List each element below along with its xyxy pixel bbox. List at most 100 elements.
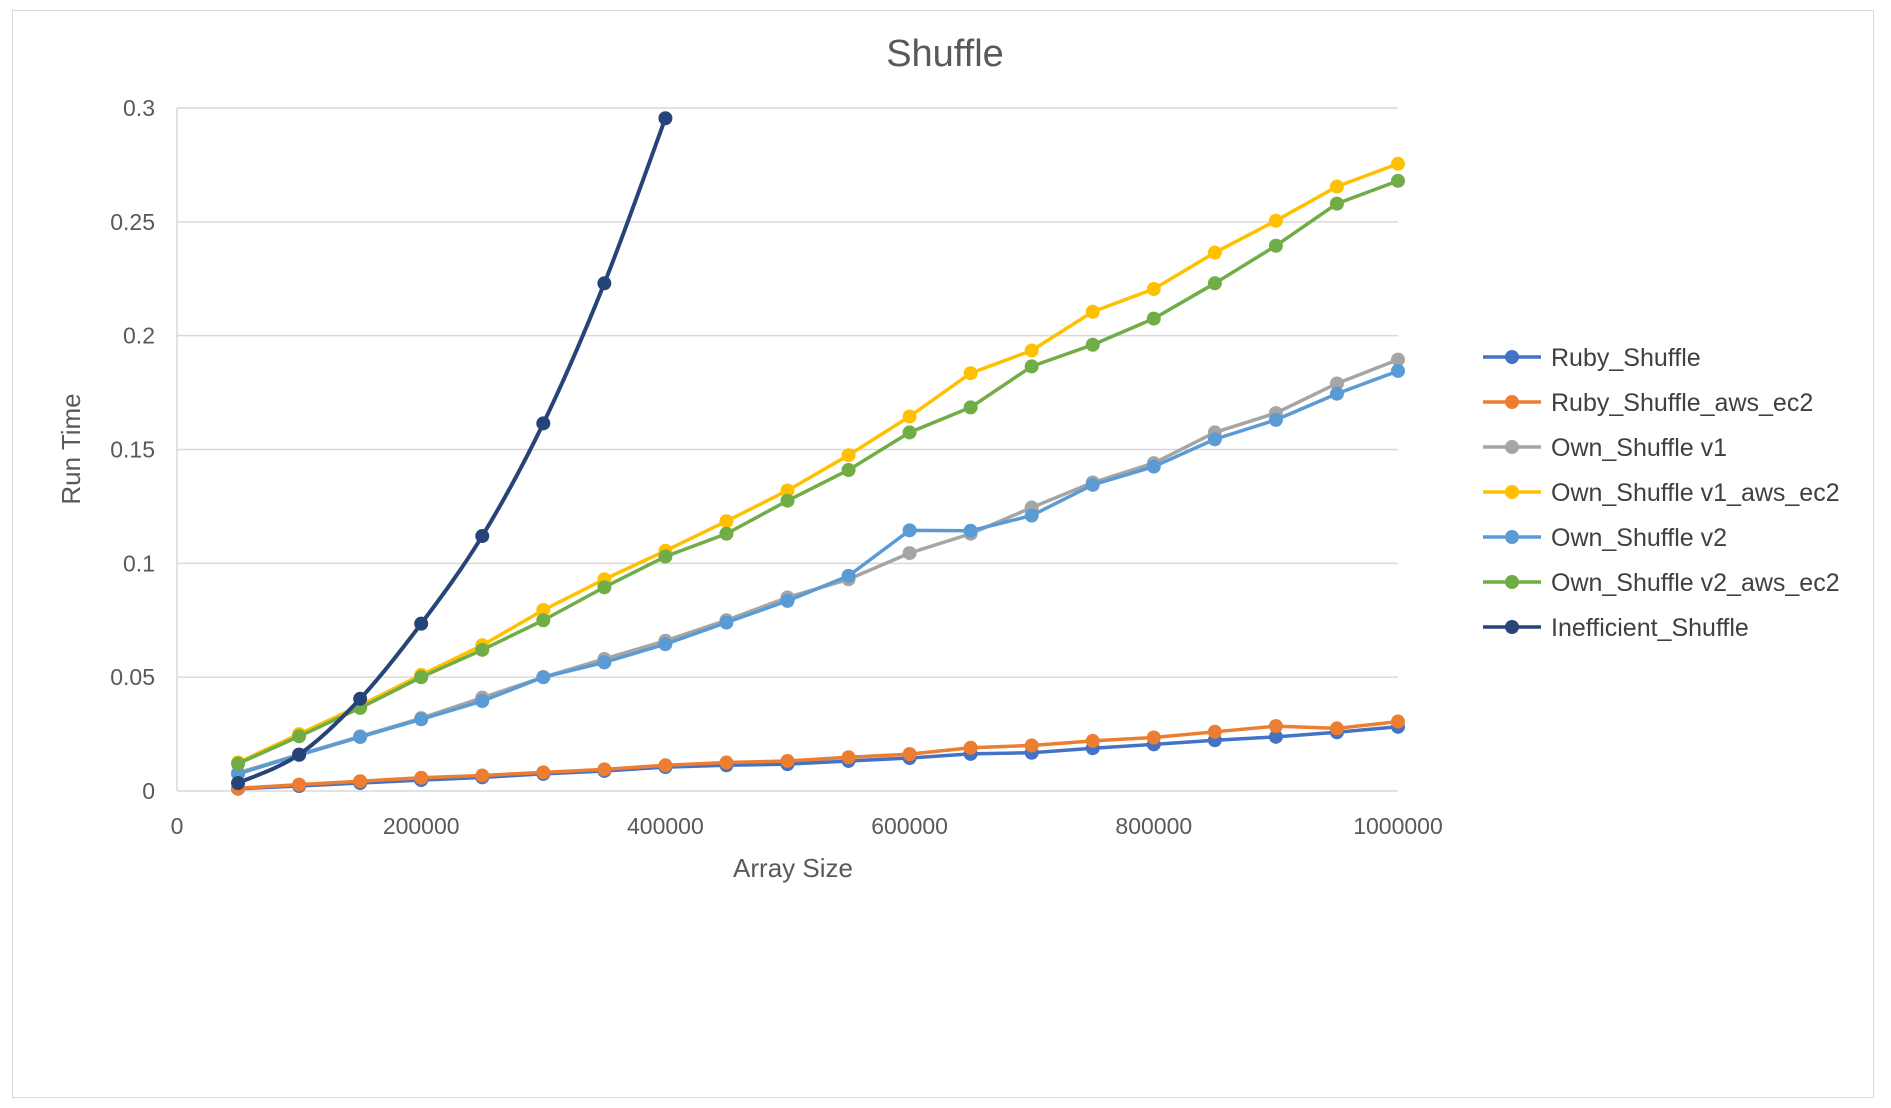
data-point (414, 670, 429, 685)
data-point (1085, 477, 1100, 492)
data-point (1024, 343, 1039, 358)
gridlines (176, 107, 1398, 792)
data-point (1391, 714, 1405, 729)
series-line (237, 179, 1399, 766)
legend-swatch-marker (1505, 620, 1519, 634)
legend-item: Own_Shuffle v1_aws_ec2 (1483, 479, 1840, 507)
y-tick-label: 0.1 (123, 550, 155, 576)
data-point (597, 655, 612, 670)
data-point (597, 276, 612, 291)
legend-label: Inefficient_Shuffle (1551, 614, 1749, 642)
x-axis-title: Array Size (733, 853, 853, 883)
legend-label: Ruby_Shuffle_aws_ec2 (1551, 389, 1813, 417)
data-point (1329, 376, 1344, 391)
data-point (1207, 724, 1222, 739)
y-axis-title: Run Time (56, 393, 86, 504)
data-point (780, 593, 795, 608)
data-point (292, 777, 307, 792)
x-axis-ticks: 0 200000 400000 600000 800000 1000000 (171, 813, 1443, 839)
legend-label: Own_Shuffle v2_aws_ec2 (1551, 569, 1840, 597)
data-point (597, 580, 612, 595)
data-point (414, 616, 429, 631)
y-tick-label: 0 (142, 778, 155, 804)
data-point (1391, 363, 1405, 378)
data-point (475, 642, 490, 657)
series-own-shuffle-v2 (231, 363, 1405, 781)
data-point (719, 755, 734, 770)
legend-swatch-marker (1505, 575, 1519, 589)
data-point (475, 529, 490, 544)
legend-swatch-marker (1505, 440, 1519, 454)
data-point (536, 613, 551, 628)
data-point (597, 762, 612, 777)
x-tick-label: 800000 (1115, 813, 1192, 839)
legend-item: Own_Shuffle v2_aws_ec2 (1483, 569, 1840, 597)
y-axis-ticks: 0 0.05 0.1 0.15 0.2 0.25 0.3 (110, 95, 155, 804)
data-point (1207, 432, 1222, 447)
data-point (1268, 729, 1283, 744)
data-point (1268, 719, 1283, 734)
data-point (414, 770, 429, 785)
line-chart: 0 0.05 0.1 0.15 0.2 0.25 0.3 0 200000 400000 6000… (56, 33, 1840, 883)
data-point (1146, 311, 1161, 326)
data-point (353, 730, 368, 745)
data-point (231, 756, 246, 771)
data-point (658, 637, 673, 652)
series-line (237, 725, 1399, 791)
data-point (902, 546, 917, 561)
data-point (963, 400, 978, 415)
data-point (231, 776, 246, 791)
series-line (237, 117, 668, 785)
data-point (1329, 386, 1344, 401)
legend-swatch-marker (1505, 350, 1519, 364)
chart-frame: 0 0.05 0.1 0.15 0.2 0.25 0.3 0 200000 400000 6000… (12, 10, 1874, 1098)
legend-label: Own_Shuffle v2 (1551, 524, 1727, 552)
data-point (1024, 738, 1039, 753)
data-point (1268, 412, 1283, 427)
data-point (1085, 337, 1100, 352)
data-point (1085, 304, 1100, 319)
data-point (536, 765, 551, 780)
series-line (237, 162, 1399, 765)
data-point (658, 758, 673, 773)
data-point (1329, 179, 1344, 194)
data-point (780, 753, 795, 768)
legend-item: Ruby_Shuffle_aws_ec2 (1483, 389, 1813, 417)
data-point (841, 750, 856, 765)
data-point (353, 774, 368, 789)
legend-item: Own_Shuffle v1 (1483, 434, 1727, 462)
data-point (658, 549, 673, 564)
series-own-shuffle-v2-aws-ec2 (231, 173, 1405, 771)
data-point (353, 691, 368, 706)
legend-item: Ruby_Shuffle (1483, 344, 1701, 372)
legend-swatch-marker (1505, 530, 1519, 544)
data-point (1391, 156, 1405, 171)
series-ruby-shuffle-aws-ec2 (231, 714, 1405, 796)
y-tick-label: 0.2 (123, 323, 155, 349)
y-tick-label: 0.3 (123, 95, 155, 121)
data-point (1024, 508, 1039, 523)
legend-label: Own_Shuffle v1 (1551, 434, 1727, 462)
series-layer (231, 111, 1405, 796)
chart-title: Shuffle (886, 33, 1004, 75)
series-line (237, 357, 1399, 775)
x-tick-label: 200000 (383, 813, 460, 839)
data-point (963, 523, 978, 538)
data-point (475, 694, 490, 709)
legend-swatch-marker (1505, 485, 1519, 499)
data-point (1391, 173, 1405, 188)
data-point (536, 416, 551, 431)
data-point (902, 747, 917, 762)
data-point (963, 366, 978, 381)
data-point (1268, 238, 1283, 253)
legend-item: Own_Shuffle v2 (1483, 524, 1727, 552)
data-point (1024, 359, 1039, 374)
data-point (1329, 721, 1344, 736)
data-point (902, 425, 917, 440)
series-inefficient-shuffle (231, 111, 673, 791)
data-point (841, 462, 856, 477)
x-tick-label: 1000000 (1353, 813, 1443, 839)
legend-label: Ruby_Shuffle (1551, 344, 1701, 372)
data-point (780, 493, 795, 508)
data-point (292, 747, 307, 762)
